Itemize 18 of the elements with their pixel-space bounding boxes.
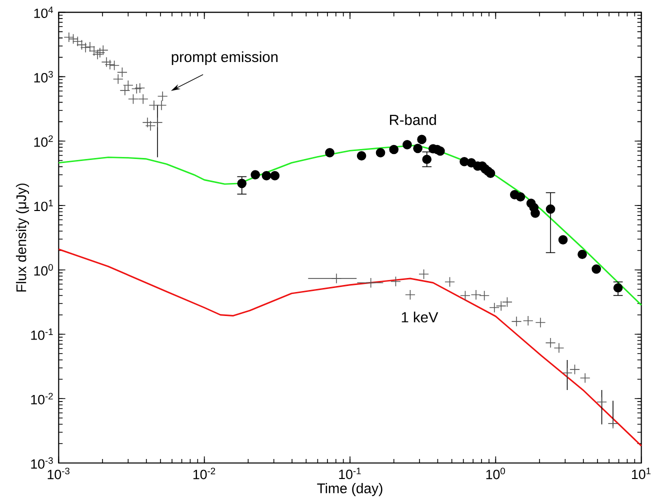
x-tick-label: 10$^{-3}$ bbox=[48, 468, 70, 480]
y-tick-label: 10$^{-2}$ bbox=[31, 392, 53, 404]
series-label: 1 keV bbox=[402, 312, 438, 322]
x-tick-label: 10$^{-1}$ bbox=[339, 468, 361, 480]
x-tick-label: 10$^{1}$ bbox=[632, 468, 651, 480]
y-tick-label: 10$^{3}$ bbox=[34, 70, 53, 82]
y-tick-label: 10$^{-1}$ bbox=[31, 328, 53, 340]
x-tick-label: 10$^{-2}$ bbox=[193, 468, 216, 480]
y-axis-title: Flux density (μJy) bbox=[16, 184, 29, 292]
x-axis-title: Time (day) bbox=[317, 483, 382, 496]
series-label: R-band bbox=[390, 114, 436, 126]
y-tick-label: 10$^{1}$ bbox=[34, 200, 53, 212]
y-tick-label: 10$^{2}$ bbox=[34, 135, 53, 147]
y-tick-label: 10$^{0}$ bbox=[34, 264, 53, 276]
y-tick-label: 10$^{4}$ bbox=[34, 6, 54, 18]
annotation: prompt emission bbox=[172, 51, 278, 66]
y-tick-label: 10$^{-3}$ bbox=[31, 457, 53, 469]
x-tick-label: 10$^{0}$ bbox=[486, 468, 505, 480]
